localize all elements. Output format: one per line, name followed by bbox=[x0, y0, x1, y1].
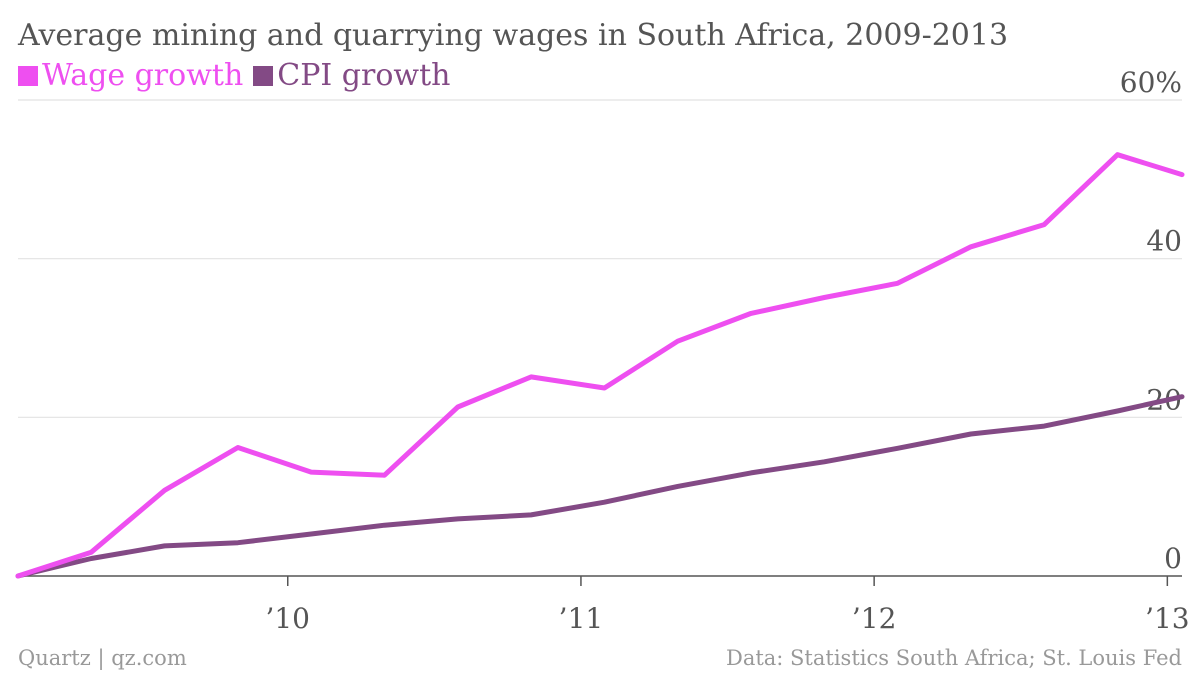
legend-label-cpi-growth: CPI growth bbox=[277, 58, 451, 93]
x-tick-label: ’11 bbox=[559, 602, 604, 635]
y-tick-label: 60% bbox=[1120, 66, 1182, 99]
x-tick-label: ’12 bbox=[852, 602, 897, 635]
x-tick-label: ’10 bbox=[265, 602, 310, 635]
legend-label-wage-growth: Wage growth bbox=[42, 58, 244, 93]
gridlines bbox=[18, 99, 1182, 577]
series-line-cpi-growth bbox=[15, 394, 1185, 579]
legend-item-cpi-growth: CPI growth bbox=[253, 58, 450, 93]
legend-swatch-cpi-growth bbox=[253, 65, 274, 86]
y-tick-label: 40 bbox=[1146, 225, 1182, 258]
footer-source-left: Quartz | qz.com bbox=[18, 646, 187, 670]
footer-source-right: Data: Statistics South Africa; St. Louis… bbox=[725, 646, 1182, 670]
series-lines bbox=[15, 152, 1185, 579]
series-line-wage-growth bbox=[15, 152, 1185, 579]
x-tick-label: ’13 bbox=[1145, 602, 1190, 635]
y-tick-label: 0 bbox=[1164, 542, 1182, 575]
legend-swatch-wage-growth bbox=[18, 65, 38, 86]
x-axis: ’10 ’11 ’12 ’13 bbox=[265, 576, 1190, 635]
legend-item-wage-growth: Wage growth bbox=[18, 58, 243, 93]
chart-title: Average mining and quarrying wages in So… bbox=[18, 18, 1009, 53]
legend: Wage growth CPI growth bbox=[18, 58, 460, 93]
